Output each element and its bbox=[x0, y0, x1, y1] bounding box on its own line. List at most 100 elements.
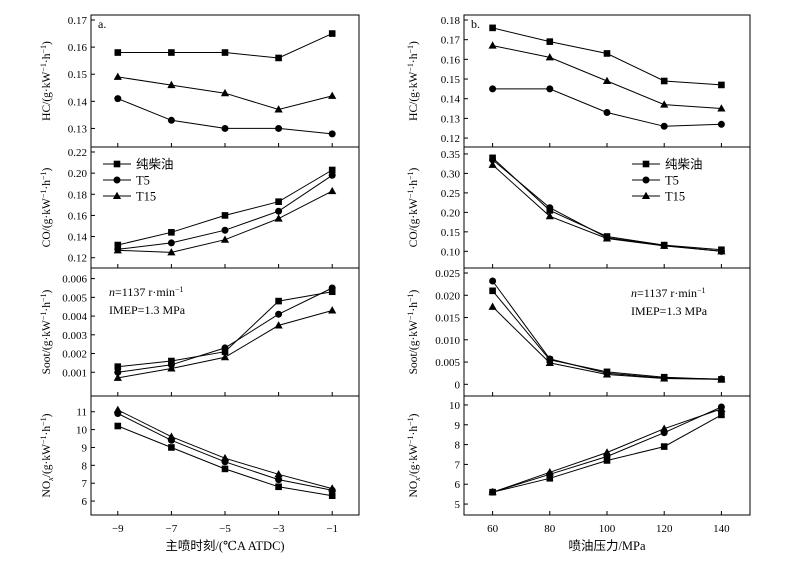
data-point-triangle bbox=[167, 364, 176, 372]
data-point-triangle bbox=[602, 370, 612, 378]
data-point-circle bbox=[717, 120, 725, 128]
data-point-triangle bbox=[717, 104, 726, 112]
x-tick-label: 80 bbox=[544, 523, 556, 535]
y-tick-label: 0.12 bbox=[441, 133, 460, 145]
legend-marker-square bbox=[642, 160, 650, 168]
y-axis-label: NOx/(g·kW−1·h−1) bbox=[406, 413, 422, 497]
data-point-triangle bbox=[602, 448, 612, 456]
panel-a-row-2: 0.001 0.002 0.003 0.004 0.005 0.006 Soot/(g·kW… bbox=[39, 267, 360, 397]
data-point-triangle bbox=[220, 453, 230, 462]
data-point-square bbox=[328, 492, 336, 500]
y-axis-label: NOx/(g·kW−1·h−1) bbox=[39, 413, 55, 497]
data-point-circle bbox=[114, 95, 122, 103]
data-point-triangle bbox=[113, 405, 122, 413]
data-point-square bbox=[275, 54, 282, 62]
y-tick-label: 0.005 bbox=[435, 357, 460, 369]
data-point-triangle bbox=[167, 80, 176, 89]
data-point-triangle bbox=[113, 246, 122, 254]
data-point-triangle bbox=[717, 247, 726, 255]
data-point-circle bbox=[328, 284, 336, 292]
panel-label: a. bbox=[98, 17, 106, 31]
data-point-circle bbox=[489, 156, 497, 164]
y-tick-label: 8 bbox=[455, 440, 461, 452]
y-tick-label: 0.14 bbox=[68, 96, 88, 108]
y-tick-label: 0.025 bbox=[435, 268, 460, 280]
y-tick-label: 0.14 bbox=[68, 232, 88, 244]
y-tick-label: 0.10 bbox=[441, 246, 461, 258]
data-point-triangle bbox=[220, 352, 230, 361]
y-tick-label: 11 bbox=[76, 407, 87, 419]
data-point-circle bbox=[275, 310, 283, 318]
legend-label: T15 bbox=[136, 190, 156, 204]
panel-b-row-0: 0.12 0.13 0.14 0.15 0.16 0.17 0.18 HC/(g·kW−1·h… bbox=[406, 14, 751, 148]
panel-a-row-1: 0.12 0.14 0.16 0.18 0.20 0.22 CO/(g·kW−1·h−1) 纯… bbox=[39, 146, 360, 269]
data-point-circle bbox=[221, 124, 229, 132]
data-point-square bbox=[114, 241, 122, 249]
panel-b-row-1: 0.10 0.15 0.20 0.25 0.30 0.35 CO/(g·kW−1·h−1) 纯… bbox=[406, 146, 751, 269]
y-tick-label: 0.16 bbox=[68, 42, 88, 54]
y-tick-label: 0 bbox=[455, 379, 461, 391]
data-point-circle bbox=[489, 277, 497, 285]
y-tick-label: 10 bbox=[449, 400, 461, 412]
data-point-triangle bbox=[167, 432, 176, 440]
data-point-triangle bbox=[602, 234, 612, 242]
data-point-triangle bbox=[488, 302, 497, 310]
y-tick-label: 0.17 bbox=[441, 35, 461, 47]
y-tick-label: 0.001 bbox=[62, 367, 87, 379]
data-point-triangle bbox=[113, 373, 122, 381]
legend-marker-square bbox=[113, 160, 121, 168]
y-tick-label: 0.020 bbox=[435, 290, 460, 302]
data-point-square bbox=[275, 483, 282, 491]
data-point-circle bbox=[114, 368, 122, 376]
legend-label: 纯柴油 bbox=[136, 158, 174, 172]
data-point-circle bbox=[546, 85, 554, 93]
y-tick-label: 0.16 bbox=[68, 210, 88, 222]
data-point-square bbox=[546, 474, 554, 482]
data-point-square bbox=[660, 443, 668, 450]
y-tick-label: 0.18 bbox=[68, 189, 88, 201]
x-tick-label: 60 bbox=[487, 523, 499, 535]
data-point-triangle bbox=[274, 105, 283, 113]
y-tick-label: 7 bbox=[455, 459, 461, 471]
y-tick-label: 9 bbox=[455, 420, 461, 432]
data-point-circle bbox=[167, 116, 175, 124]
y-tick-label: 0.20 bbox=[68, 168, 88, 180]
data-point-square bbox=[718, 81, 725, 89]
condition-annotation: IMEP=1.3 MPa bbox=[109, 303, 186, 317]
legend-marker-triangle bbox=[641, 191, 651, 199]
data-point-triangle bbox=[717, 404, 726, 412]
data-point-circle bbox=[221, 226, 229, 234]
data-point-triangle bbox=[488, 160, 497, 168]
y-tick-label: 0.13 bbox=[441, 113, 461, 125]
data-point-square bbox=[168, 357, 175, 365]
data-point-square bbox=[275, 297, 282, 305]
y-tick-label: 0.14 bbox=[441, 94, 461, 106]
y-tick-label: 0.18 bbox=[441, 15, 461, 27]
data-point-circle bbox=[603, 108, 611, 116]
data-point-square bbox=[328, 288, 336, 296]
data-point-circle bbox=[328, 130, 336, 138]
legend-marker-circle bbox=[642, 176, 650, 184]
data-point-square bbox=[328, 166, 336, 174]
series-line-circle bbox=[117, 413, 333, 491]
y-tick-label: 6 bbox=[455, 479, 461, 491]
x-tick-label: 100 bbox=[599, 523, 616, 535]
data-point-circle bbox=[546, 204, 554, 212]
y-tick-label: 5 bbox=[455, 499, 461, 511]
y-tick-label: 0.005 bbox=[62, 292, 87, 304]
x-axis-label: 主喷时刻/(℃A ATDC) bbox=[165, 539, 284, 553]
data-point-triangle bbox=[660, 241, 669, 249]
panel-label: b. bbox=[471, 17, 480, 31]
x-tick-label: 140 bbox=[713, 523, 730, 535]
legend-marker-triangle bbox=[112, 191, 122, 199]
data-point-square bbox=[603, 50, 611, 57]
data-point-square bbox=[603, 457, 611, 464]
y-axis-label: CO/(g·kW−1·h−1) bbox=[406, 168, 420, 248]
y-tick-label: 0.22 bbox=[68, 147, 87, 159]
plot-frame bbox=[90, 146, 360, 269]
data-point-triangle bbox=[113, 72, 122, 80]
y-tick-label: 0.15 bbox=[441, 227, 461, 239]
legend-marker-circle bbox=[113, 176, 121, 184]
y-tick-label: 9 bbox=[82, 442, 88, 454]
data-point-triangle bbox=[660, 100, 669, 108]
